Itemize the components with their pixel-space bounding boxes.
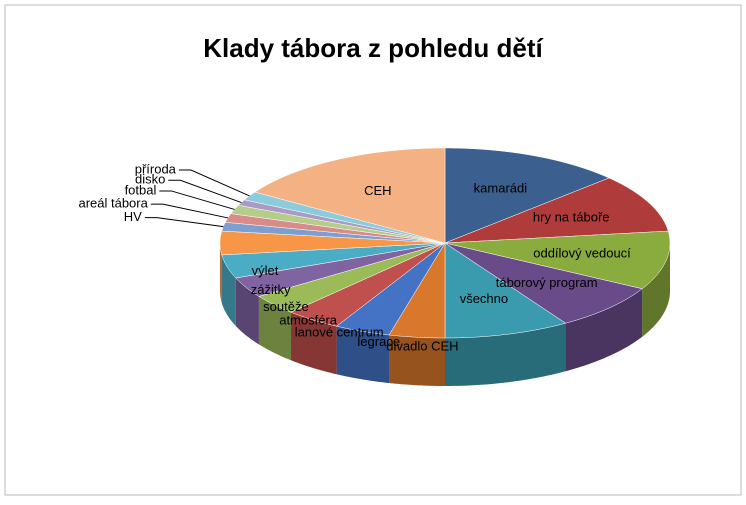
slice-label: HV [124,209,142,224]
slice-side-shade [258,296,291,361]
chart-title: Klady tábora z pohledu dětí [203,33,543,63]
slice-label: oddílový vedoucí [533,245,631,260]
slice-label: příroda [135,161,177,176]
slice [290,242,446,327]
slice-label: hry na táboře [533,209,610,224]
leader-line [150,203,229,219]
slice-side [389,335,445,386]
slice [444,230,671,290]
slice-side-shade [235,277,259,345]
slice [258,242,446,313]
slice-side-shade [336,326,390,384]
slice [444,242,567,339]
slice-side-shade [389,335,445,386]
slice [221,242,446,279]
slice [336,242,446,336]
slice-label: všechno [460,291,508,306]
slice-side-shade [565,288,643,372]
slice [444,242,643,324]
slice-side-shade [220,243,222,303]
slice [235,242,446,297]
slice [444,147,610,244]
slice-label: atmosféra [279,313,338,328]
slice-side [221,254,236,326]
slice-side-shade [221,254,236,326]
slice-side-shade [290,312,337,375]
slice-label: divadlo CEH [386,339,458,354]
slice-label: kamarádi [474,180,528,195]
slice-side [258,296,291,361]
slice-label: soutěže [263,299,309,314]
slice-side [565,288,643,372]
slice-label: CEH [364,183,391,198]
slice-label: areál tábora [78,196,148,211]
slice-side [445,323,566,386]
slice-label: lanové centrum [295,325,384,340]
slice-side [235,277,259,345]
leader-line [159,190,235,210]
slice [254,147,446,244]
leader-line [178,169,250,197]
slice [219,230,446,256]
slice-side [336,326,390,384]
slice-side [220,243,222,303]
slice-side [290,312,337,375]
leader-line [144,217,224,228]
slice [444,177,669,244]
slice [237,199,446,244]
slice-label: výlet [252,263,279,278]
leader-line [168,179,242,204]
slice-label: fotbal [125,182,157,197]
slice-side-shade [445,323,566,386]
slice [388,242,446,339]
slice-label: disko [135,172,165,187]
slice-label: táborový program [496,275,598,290]
slice-label: legrace [357,334,400,349]
slice-label: zážitky [251,282,291,297]
